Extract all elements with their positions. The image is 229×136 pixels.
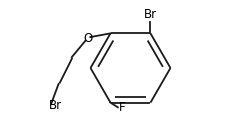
Text: Br: Br — [49, 99, 62, 112]
Text: O: O — [83, 32, 93, 45]
Text: Br: Br — [144, 8, 157, 21]
Text: F: F — [119, 101, 125, 114]
